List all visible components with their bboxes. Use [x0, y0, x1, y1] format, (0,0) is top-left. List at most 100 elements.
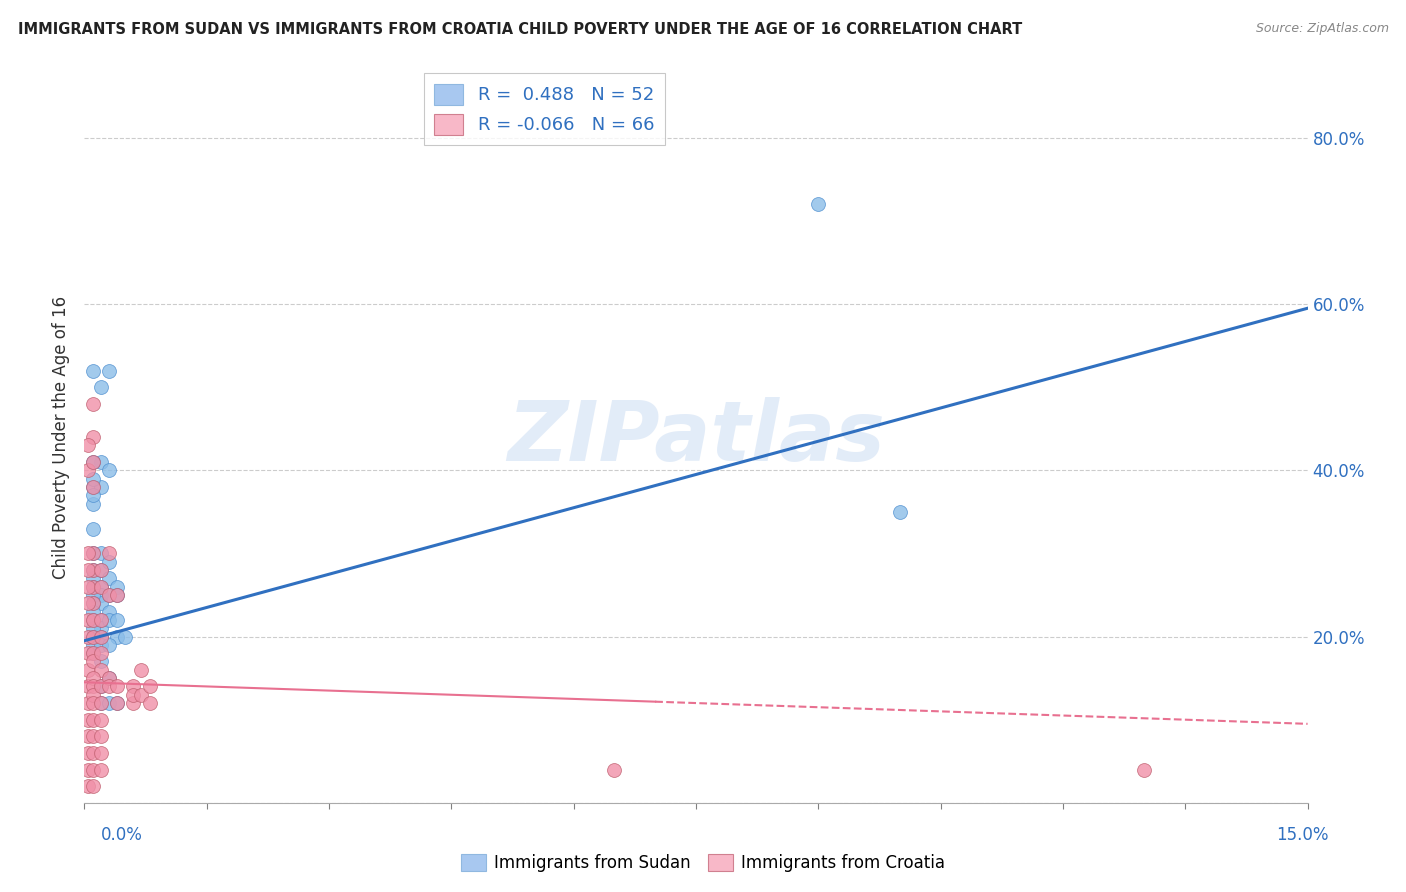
- Legend: Immigrants from Sudan, Immigrants from Croatia: Immigrants from Sudan, Immigrants from C…: [454, 847, 952, 879]
- Point: [90, 763, 112, 777]
- Point: [131, 688, 153, 702]
- Text: IMMIGRANTS FROM SUDAN VS IMMIGRANTS FROM CROATIA CHILD POVERTY UNDER THE AGE OF : IMMIGRANTS FROM SUDAN VS IMMIGRANTS FROM…: [18, 22, 1022, 37]
- Point: [105, 680, 128, 694]
- Point: [122, 680, 145, 694]
- Point: [82, 497, 104, 511]
- Point: [114, 630, 136, 644]
- Point: [77, 746, 100, 760]
- Point: [90, 630, 112, 644]
- Point: [90, 613, 112, 627]
- Point: [90, 713, 112, 727]
- Point: [82, 455, 104, 469]
- Point: [82, 680, 104, 694]
- Point: [77, 438, 100, 452]
- Point: [138, 680, 160, 694]
- Point: [90, 696, 112, 710]
- Point: [82, 521, 104, 535]
- Point: [90, 596, 112, 610]
- Point: [90, 563, 112, 577]
- Point: [82, 588, 104, 602]
- Point: [90, 680, 112, 694]
- Point: [90, 546, 112, 560]
- Point: [97, 546, 120, 560]
- Point: [82, 621, 104, 635]
- Point: [90, 580, 112, 594]
- Point: [82, 430, 104, 444]
- Point: [90, 613, 112, 627]
- Point: [105, 613, 128, 627]
- Point: [90, 630, 112, 644]
- Point: [105, 696, 128, 710]
- Point: [105, 696, 128, 710]
- Point: [82, 746, 104, 760]
- Point: [97, 680, 120, 694]
- Point: [90, 663, 112, 677]
- Point: [77, 663, 100, 677]
- Point: [90, 638, 112, 652]
- Point: [82, 596, 104, 610]
- Point: [82, 480, 104, 494]
- Point: [77, 680, 100, 694]
- Point: [82, 763, 104, 777]
- Point: [77, 546, 100, 560]
- Point: [807, 197, 830, 211]
- Text: 15.0%: 15.0%: [1277, 826, 1329, 844]
- Point: [97, 638, 120, 652]
- Point: [97, 588, 120, 602]
- Point: [82, 580, 104, 594]
- Point: [77, 646, 100, 660]
- Point: [82, 655, 104, 669]
- Text: 0.0%: 0.0%: [101, 826, 143, 844]
- Point: [97, 571, 120, 585]
- Text: Source: ZipAtlas.com: Source: ZipAtlas.com: [1256, 22, 1389, 36]
- Point: [90, 380, 112, 394]
- Point: [82, 488, 104, 502]
- Point: [82, 729, 104, 743]
- Point: [82, 630, 104, 644]
- Point: [82, 563, 104, 577]
- Point: [77, 729, 100, 743]
- Point: [90, 680, 112, 694]
- Point: [90, 588, 112, 602]
- Point: [97, 696, 120, 710]
- Point: [82, 630, 104, 644]
- Point: [77, 763, 100, 777]
- Point: [97, 671, 120, 685]
- Point: [90, 621, 112, 635]
- Point: [90, 729, 112, 743]
- Point: [77, 580, 100, 594]
- Point: [82, 613, 104, 627]
- Point: [90, 696, 112, 710]
- Point: [77, 630, 100, 644]
- Point: [138, 696, 160, 710]
- Point: [90, 746, 112, 760]
- Point: [77, 779, 100, 793]
- Point: [77, 613, 100, 627]
- Point: [82, 480, 104, 494]
- Point: [90, 480, 112, 494]
- Point: [97, 555, 120, 569]
- Point: [131, 663, 153, 677]
- Point: [82, 546, 104, 560]
- Text: ZIPatlas: ZIPatlas: [508, 397, 884, 477]
- Point: [82, 671, 104, 685]
- Point: [97, 613, 120, 627]
- Point: [603, 763, 626, 777]
- Legend: R =  0.488   N = 52, R = -0.066   N = 66: R = 0.488 N = 52, R = -0.066 N = 66: [423, 73, 665, 145]
- Point: [82, 546, 104, 560]
- Point: [105, 630, 128, 644]
- Point: [82, 397, 104, 411]
- Point: [122, 696, 145, 710]
- Point: [82, 779, 104, 793]
- Point: [90, 655, 112, 669]
- Point: [82, 713, 104, 727]
- Point: [122, 688, 145, 702]
- Point: [97, 463, 120, 477]
- Point: [82, 605, 104, 619]
- Point: [82, 646, 104, 660]
- Point: [77, 713, 100, 727]
- Point: [90, 580, 112, 594]
- Point: [82, 638, 104, 652]
- Point: [77, 696, 100, 710]
- Point: [77, 563, 100, 577]
